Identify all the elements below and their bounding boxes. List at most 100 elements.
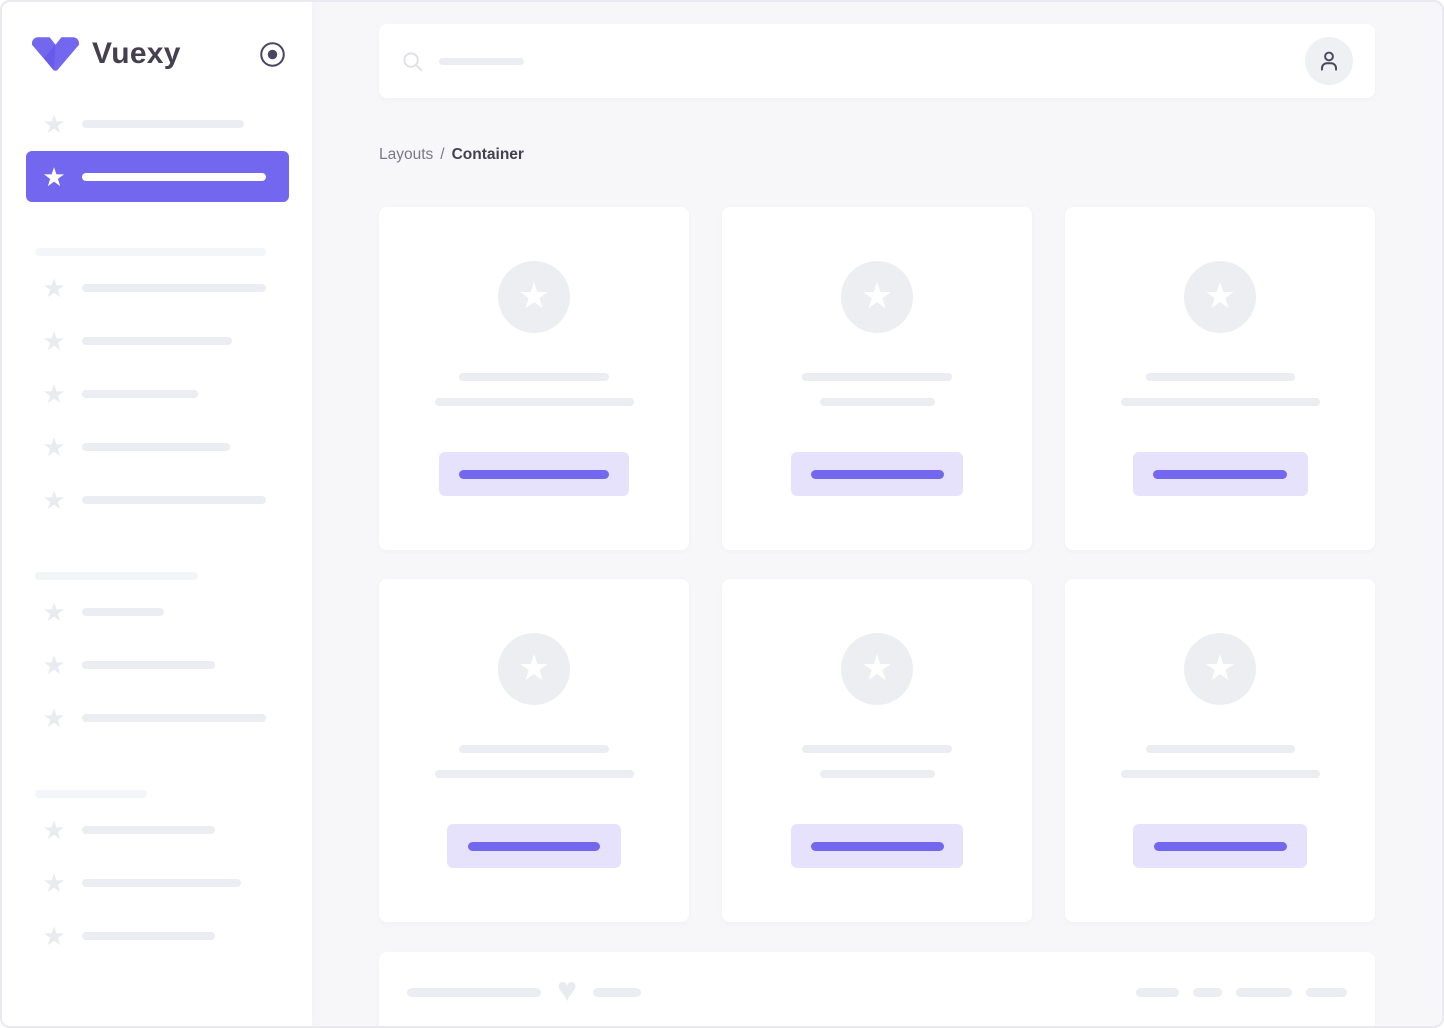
star-icon: ★ bbox=[42, 161, 66, 192]
card-button[interactable] bbox=[791, 452, 963, 496]
card-button[interactable] bbox=[1132, 452, 1308, 496]
sidebar: Vuexy ★ ★ ★ ★ ★ ★ ★ ★ ★ ★ ★ ★ ★ bbox=[2, 2, 312, 1026]
sidebar-item[interactable]: ★ bbox=[26, 97, 289, 150]
footer-link-skeleton[interactable] bbox=[1236, 987, 1292, 997]
star-icon: ★ bbox=[42, 325, 66, 356]
card-avatar-circle: ★ bbox=[841, 261, 913, 333]
card-title-skeleton bbox=[802, 745, 952, 753]
star-icon: ★ bbox=[42, 596, 66, 627]
button-label-skeleton bbox=[459, 469, 609, 479]
menu-section-items: ★ ★ ★ bbox=[26, 803, 289, 962]
star-icon: ★ bbox=[42, 431, 66, 462]
sidebar-item[interactable]: ★ bbox=[26, 691, 289, 744]
star-icon: ★ bbox=[42, 920, 66, 951]
card-subtitle-skeleton bbox=[434, 770, 634, 778]
menu-label-skeleton bbox=[82, 389, 198, 398]
card-button[interactable] bbox=[1133, 824, 1307, 868]
card-button[interactable] bbox=[791, 824, 963, 868]
breadcrumb-separator: / bbox=[440, 145, 445, 163]
content-card: ★ bbox=[379, 207, 689, 550]
menu-section-items: ★ ★ ★ bbox=[26, 585, 289, 744]
star-icon: ★ bbox=[1203, 274, 1237, 316]
content-card: ★ bbox=[722, 579, 1032, 922]
menu-label-skeleton bbox=[82, 283, 266, 292]
main-content: Layouts / Container ★ ★ ★ ★ ★ ★ ♥ bbox=[312, 2, 1442, 1026]
card-button[interactable] bbox=[439, 452, 629, 496]
menu-section-header-skeleton bbox=[35, 248, 266, 256]
search-bar[interactable] bbox=[379, 24, 1375, 98]
menu-section-header-skeleton bbox=[35, 790, 147, 798]
button-label-skeleton bbox=[810, 469, 944, 479]
card-avatar-circle: ★ bbox=[498, 633, 570, 705]
star-icon: ★ bbox=[42, 702, 66, 733]
content-card: ★ bbox=[1065, 207, 1375, 550]
footer-right-group bbox=[1136, 987, 1347, 997]
card-button[interactable] bbox=[447, 824, 621, 868]
menu-label-skeleton bbox=[82, 119, 244, 128]
menu-label-skeleton bbox=[82, 825, 215, 834]
footer-link-skeleton[interactable] bbox=[1306, 987, 1347, 997]
sidebar-item[interactable]: ★ bbox=[26, 856, 289, 909]
menu-pin-toggle-icon[interactable] bbox=[259, 41, 286, 68]
star-icon: ★ bbox=[42, 814, 66, 845]
card-title-skeleton bbox=[459, 745, 609, 753]
sidebar-item[interactable]: ★ bbox=[26, 803, 289, 856]
sidebar-item[interactable]: ★ bbox=[26, 420, 289, 473]
menu-section-items: ★ ★ bbox=[26, 97, 289, 202]
button-label-skeleton bbox=[810, 841, 944, 851]
menu-section: ★ ★ bbox=[26, 97, 289, 202]
sidebar-item[interactable]: ★ bbox=[26, 261, 289, 314]
heart-icon: ♥ bbox=[557, 971, 578, 1009]
content-card: ★ bbox=[1065, 579, 1375, 922]
card-subtitle-skeleton bbox=[1120, 770, 1320, 778]
card-subtitle-skeleton bbox=[819, 770, 935, 778]
sidebar-item[interactable]: ★ bbox=[26, 473, 289, 526]
footer-link-skeleton[interactable] bbox=[1193, 987, 1222, 997]
star-icon: ★ bbox=[860, 646, 894, 688]
footer-link-skeleton[interactable] bbox=[1136, 987, 1179, 997]
card-title-skeleton bbox=[1145, 373, 1295, 381]
brand-title: Vuexy bbox=[92, 37, 181, 70]
star-icon: ★ bbox=[42, 272, 66, 303]
star-icon: ★ bbox=[42, 867, 66, 898]
breadcrumb-parent[interactable]: Layouts bbox=[379, 145, 434, 163]
star-icon: ★ bbox=[42, 108, 66, 139]
card-avatar-circle: ★ bbox=[841, 633, 913, 705]
sidebar-item[interactable]: ★ bbox=[26, 314, 289, 367]
button-label-skeleton bbox=[1153, 469, 1287, 479]
user-avatar[interactable] bbox=[1305, 37, 1353, 85]
menu-section-header-skeleton bbox=[35, 572, 198, 580]
sidebar-menu: ★ ★ ★ ★ ★ ★ ★ ★ ★ ★ ★ ★ ★ bbox=[26, 97, 289, 962]
card-avatar-circle: ★ bbox=[1184, 261, 1256, 333]
sidebar-item[interactable]: ★ bbox=[26, 367, 289, 420]
card-title-skeleton bbox=[802, 373, 952, 381]
card-avatar-circle: ★ bbox=[498, 261, 570, 333]
menu-label-skeleton bbox=[82, 713, 266, 722]
card-subtitle-skeleton bbox=[819, 398, 935, 406]
menu-label-skeleton bbox=[82, 660, 215, 669]
star-icon: ★ bbox=[517, 274, 551, 316]
menu-label-skeleton bbox=[82, 878, 241, 887]
sidebar-item[interactable]: ★ bbox=[26, 638, 289, 691]
card-subtitle-skeleton bbox=[434, 398, 634, 406]
menu-section: ★ ★ ★ ★ ★ bbox=[26, 248, 289, 526]
star-icon: ★ bbox=[42, 378, 66, 409]
button-label-skeleton bbox=[468, 841, 600, 851]
sidebar-item[interactable]: ★ bbox=[26, 909, 289, 962]
sidebar-header: Vuexy bbox=[2, 2, 312, 72]
star-icon: ★ bbox=[42, 484, 66, 515]
sidebar-item-active[interactable]: ★ bbox=[26, 151, 289, 202]
sidebar-item[interactable]: ★ bbox=[26, 585, 289, 638]
card-grid: ★ ★ ★ ★ ★ ★ bbox=[379, 207, 1375, 922]
vuexy-logo-icon bbox=[32, 36, 79, 72]
menu-section: ★ ★ ★ bbox=[26, 572, 289, 744]
menu-label-skeleton bbox=[82, 442, 230, 451]
footer-card: ♥ bbox=[379, 952, 1375, 1026]
menu-label-skeleton bbox=[82, 607, 164, 616]
menu-section-items: ★ ★ ★ ★ ★ bbox=[26, 261, 289, 526]
card-avatar-circle: ★ bbox=[1184, 633, 1256, 705]
star-icon: ★ bbox=[42, 649, 66, 680]
search-placeholder-skeleton bbox=[439, 57, 524, 65]
content-card: ★ bbox=[379, 579, 689, 922]
